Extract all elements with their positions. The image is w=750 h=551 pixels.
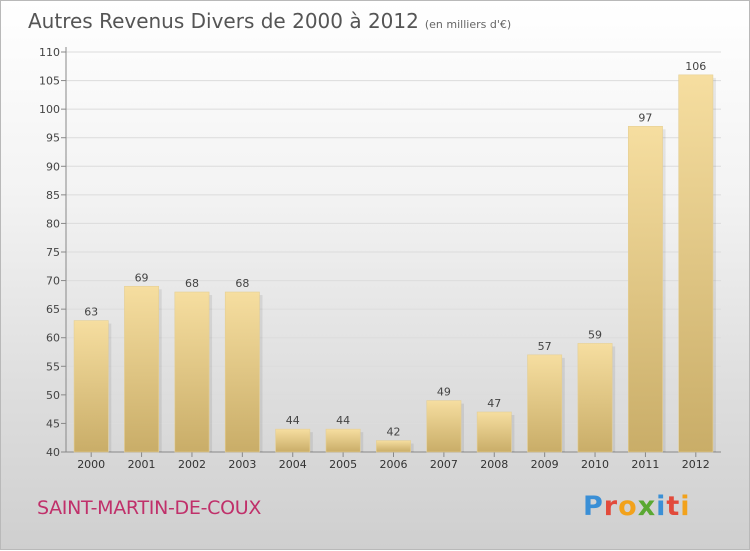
x-tick-label: 2010 [581, 458, 609, 471]
bars [73, 74, 716, 453]
y-tick-label: 60 [46, 332, 60, 345]
data-label: 68 [235, 277, 249, 290]
x-tick-label: 2003 [228, 458, 256, 471]
chart-title-main: Autres Revenus Divers de 2000 à 2012 [28, 9, 419, 33]
x-tick-label: 2000 [77, 458, 105, 471]
logo-letter: r [603, 491, 619, 522]
y-tick-label: 95 [46, 132, 60, 145]
data-label: 97 [638, 111, 652, 124]
logo-letter: i [680, 491, 691, 522]
bar-2012 [678, 74, 714, 453]
logo-letter: P [583, 491, 604, 522]
commune-name: SAINT-MARTIN-DE-COUX [37, 497, 262, 519]
x-tick-label: 2009 [531, 458, 559, 471]
data-label: 47 [487, 397, 501, 410]
gridlines [66, 51, 721, 453]
bar-2007 [426, 400, 462, 453]
x-tick-label: 2002 [178, 458, 206, 471]
logo-letter: o [618, 491, 638, 522]
bar-2011 [627, 125, 663, 453]
proxiti-logo: Proxiti [583, 491, 691, 522]
y-tick-label: 100 [39, 103, 60, 116]
bar-2004 [275, 428, 311, 453]
x-tick-label: 2012 [682, 458, 710, 471]
x-tick-label: 2008 [480, 458, 508, 471]
y-tick-label: 85 [46, 189, 60, 202]
y-tick-label: 110 [39, 46, 60, 59]
logo-letter: i [656, 491, 667, 522]
bar-2009 [527, 354, 563, 453]
logo-letter: t [666, 491, 681, 522]
data-labels: 63 69 68 68 44 44 42 49 47 57 59 97 106 [84, 60, 706, 439]
y-tick-label: 75 [46, 246, 60, 259]
y-tick-label: 50 [46, 389, 60, 402]
data-label: 68 [185, 277, 199, 290]
bar-2002 [174, 291, 210, 453]
x-tick-label: 2006 [380, 458, 408, 471]
y-tick-label: 105 [39, 75, 60, 88]
y-tick-label: 65 [46, 303, 60, 316]
y-tick-label: 55 [46, 360, 60, 373]
x-tick-label: 2011 [631, 458, 659, 471]
x-tick-label: 2005 [329, 458, 357, 471]
y-tick-label: 45 [46, 417, 60, 430]
data-label: 69 [135, 271, 149, 284]
x-tick-label: 2001 [128, 458, 156, 471]
chart-title-unit: (en milliers d'€) [424, 18, 512, 31]
bar-2008 [476, 411, 512, 453]
logo-letter: x [637, 491, 657, 522]
bar-2001 [124, 285, 160, 453]
x-tick-label: 2004 [279, 458, 307, 471]
data-label: 49 [437, 386, 451, 399]
chart-title: Autres Revenus Divers de 2000 à 2012 (en … [28, 9, 511, 33]
data-label: 44 [286, 414, 300, 427]
data-label: 106 [685, 60, 706, 73]
x-tick-label: 2007 [430, 458, 458, 471]
bar-2003 [224, 291, 260, 453]
data-label: 42 [387, 426, 401, 439]
bar-2000 [73, 320, 109, 453]
bar-2006 [376, 440, 411, 453]
y-tick-label: 90 [46, 160, 60, 173]
y-tick-label: 70 [46, 275, 60, 288]
y-tick-label: 40 [46, 446, 60, 459]
y-tick-label: 80 [46, 217, 60, 230]
data-label: 44 [336, 414, 350, 427]
data-label: 59 [588, 328, 602, 341]
data-label: 63 [84, 306, 98, 319]
bar-2010 [577, 343, 613, 453]
bar-2005 [325, 428, 361, 453]
data-label: 57 [538, 340, 552, 353]
